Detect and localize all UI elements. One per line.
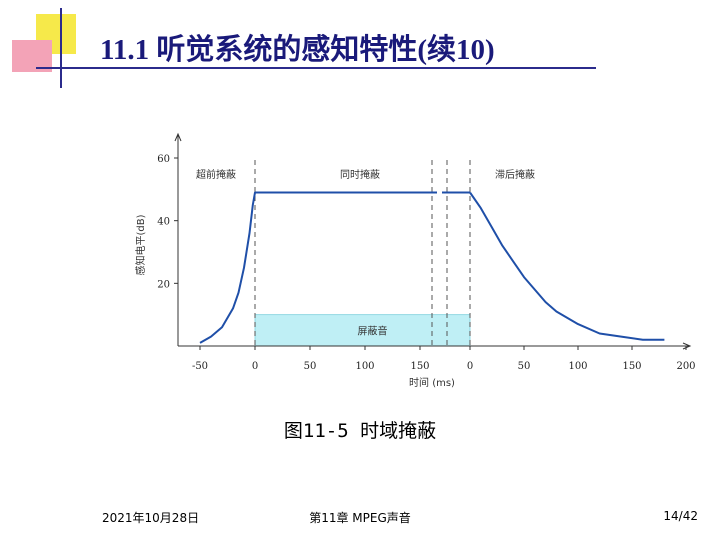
region-label: 超前掩蔽 <box>196 168 236 181</box>
x-tick-label: 0 <box>252 361 258 372</box>
x-tick-label: 100 <box>355 361 374 372</box>
y-tick-label: 60 <box>157 154 170 165</box>
footer-page-number: 14/42 <box>663 509 698 523</box>
y-axis-label: 感知电平(dB) <box>134 214 147 275</box>
x-tick-label: 0 <box>467 361 473 372</box>
x-tick-label: 50 <box>304 361 317 372</box>
figure-caption: 图11-5 时域掩蔽 <box>283 420 437 442</box>
curve-segment-1 <box>199 191 437 344</box>
region-label: 滞后掩蔽 <box>495 168 535 181</box>
x-tick-label: 100 <box>568 361 587 372</box>
deco-line-vertical <box>60 8 62 88</box>
masking-chart: 屏蔽音 20 40 60 感知电平(dB) -50 0 50 100 150 0 50 100 150 20… <box>134 132 696 389</box>
x-tick-label: -50 <box>192 361 208 372</box>
deco-square-pink <box>12 40 52 72</box>
masker-label: 屏蔽音 <box>358 325 388 338</box>
x-tick-label: 150 <box>622 361 641 372</box>
y-tick-label: 40 <box>157 217 170 228</box>
x-tick-label: 200 <box>676 361 695 372</box>
y-tick-label: 20 <box>157 279 170 290</box>
curve-segment-2 <box>469 191 665 341</box>
x-axis-label: 时间 (ms) <box>409 376 455 389</box>
footer-date: 2021年10月28日 <box>102 511 200 525</box>
x-tick-label: 50 <box>518 361 531 372</box>
slide-title: 11.1 听觉系统的感知特性(续10) <box>100 34 495 66</box>
x-axis-arrow <box>682 342 692 350</box>
footer-chapter: 第11章 MPEG声音 <box>309 511 411 525</box>
x-tick-label: 150 <box>410 361 429 372</box>
region-label: 同时掩蔽 <box>340 168 380 181</box>
deco-line-horizontal <box>36 67 596 69</box>
y-axis-arrow <box>174 132 182 142</box>
